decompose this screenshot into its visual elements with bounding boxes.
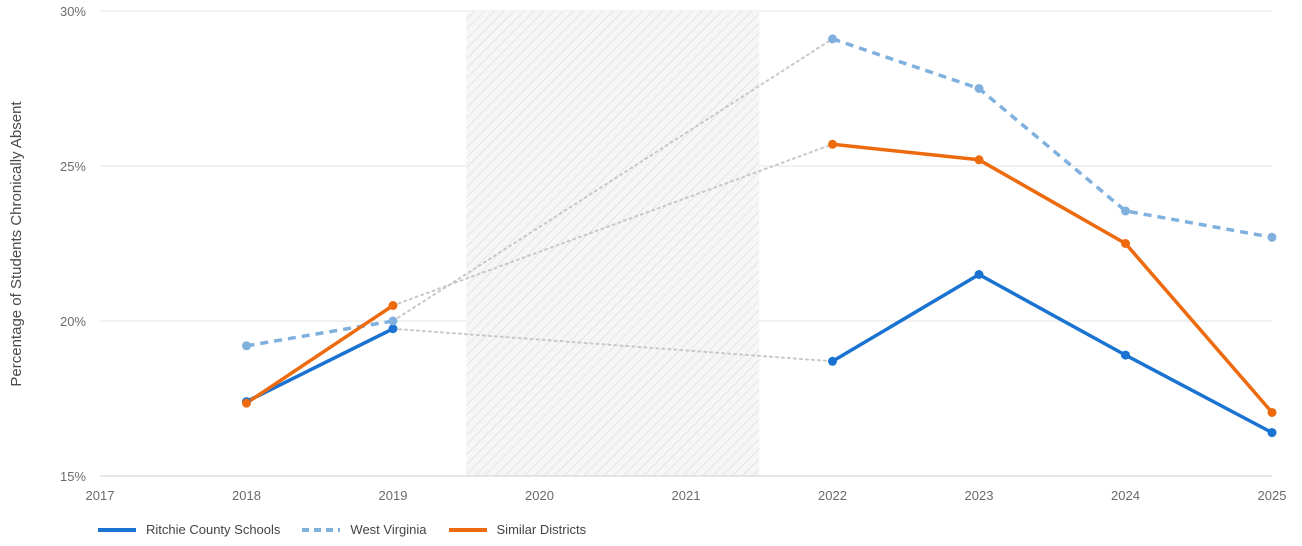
x-tick-label: 2023	[965, 488, 994, 503]
data-point-0[interactable]	[974, 270, 984, 279]
legend-item-ritchie[interactable]: Ritchie County Schools	[98, 522, 280, 537]
data-point-1[interactable]	[828, 34, 837, 44]
gap-connector-0	[392, 327, 834, 363]
data-point-0[interactable]	[828, 356, 837, 366]
series-line-2	[245, 304, 394, 405]
legend-item-west-virginia[interactable]: West Virginia	[302, 522, 427, 537]
y-tick-label: 15%	[60, 469, 86, 484]
x-tick-label: 2020	[525, 488, 554, 503]
data-point-2[interactable]	[1267, 407, 1277, 417]
legend-label-similar-districts: Similar Districts	[496, 522, 587, 537]
data-point-1[interactable]	[388, 316, 398, 326]
series-line-2	[832, 142, 1274, 414]
data-point-2[interactable]	[828, 139, 837, 149]
data-point-2[interactable]	[974, 155, 984, 165]
y-tick-label: 25%	[60, 159, 86, 174]
x-tick-label: 2019	[379, 488, 408, 503]
gap-connector-2	[392, 143, 834, 307]
data-point-2[interactable]	[242, 398, 251, 408]
legend-item-similar-districts[interactable]: Similar Districts	[448, 522, 587, 537]
y-tick-label: 20%	[60, 314, 86, 329]
data-point-2[interactable]	[1121, 239, 1130, 248]
data-point-1[interactable]	[242, 341, 251, 351]
x-tick-label: 2018	[232, 488, 261, 503]
data-point-0[interactable]	[1267, 428, 1277, 438]
hatched-region	[466, 11, 760, 476]
covid-gap-shading	[466, 11, 760, 476]
legend-swatch-west-virginia	[302, 527, 341, 532]
chart-legend: Ritchie County Schools West Virginia Sim…	[98, 522, 608, 537]
legend-swatch-ritchie	[98, 527, 136, 532]
legend-swatch-similar-districts	[448, 527, 487, 532]
legend-label-west-virginia: West Virginia	[350, 522, 427, 537]
y-axis-label: Percentage of Students Chronically Absen…	[8, 101, 25, 387]
gap-connectors	[392, 37, 834, 363]
series-line-0	[245, 327, 394, 404]
data-point-0[interactable]	[1121, 350, 1130, 360]
x-tick-label: 2017	[86, 488, 115, 503]
x-tick-label: 2022	[818, 488, 847, 503]
series-line-1	[831, 37, 1273, 240]
tick-labels: 15% 20% 25% 30% 2017 2018 2019 2020 2021 2022 2023…	[60, 4, 1286, 503]
x-tick-label: 2021	[672, 488, 701, 503]
series-points	[242, 34, 1277, 438]
x-tick-label: 2024	[1111, 488, 1140, 503]
data-point-1[interactable]	[974, 84, 984, 93]
series-lines	[245, 37, 1274, 435]
data-point-2[interactable]	[388, 301, 398, 310]
data-point-1[interactable]	[1267, 232, 1277, 242]
y-tick-label: 30%	[60, 4, 86, 19]
x-tick-label: 2025	[1258, 488, 1287, 503]
series-line-1	[246, 319, 394, 348]
data-point-0[interactable]	[388, 324, 398, 334]
legend-label-ritchie: Ritchie County Schools	[146, 522, 281, 537]
series-line-0	[831, 272, 1273, 435]
data-point-1[interactable]	[1121, 206, 1130, 216]
